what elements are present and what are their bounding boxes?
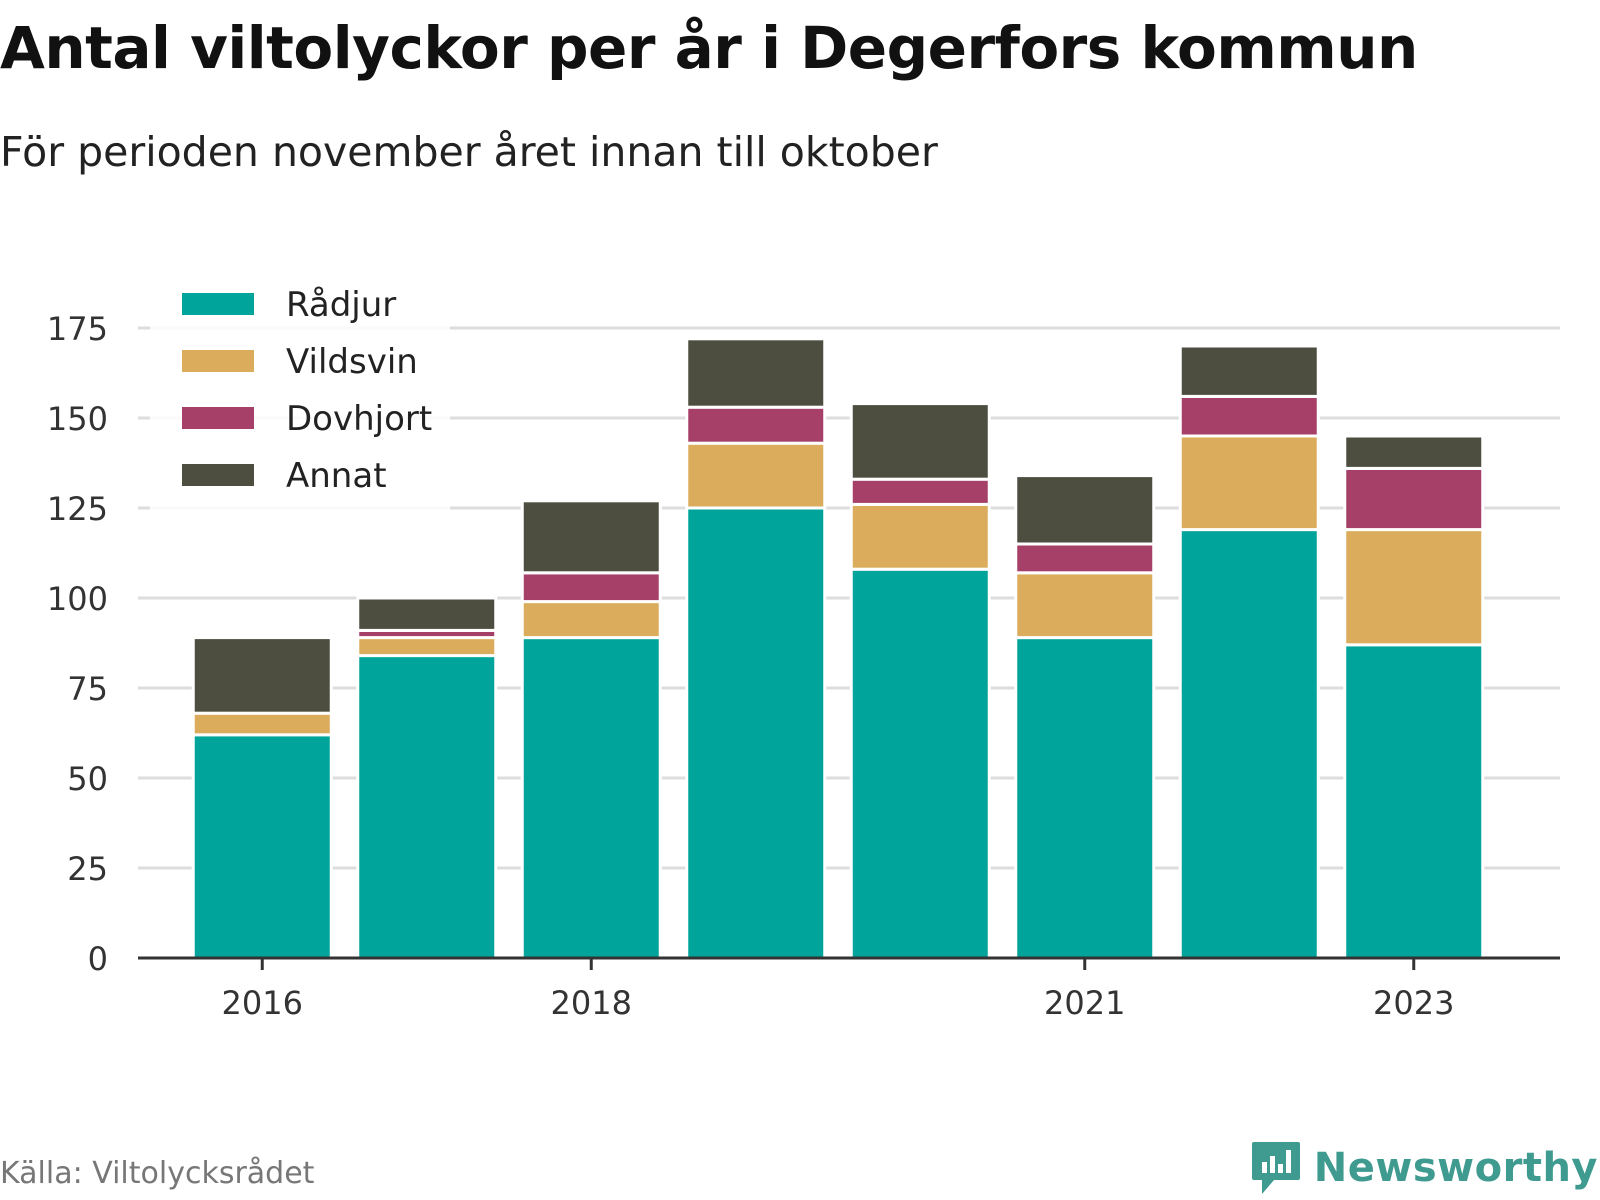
bar-segment [1178, 394, 1320, 438]
legend-label: Dovhjort [286, 399, 432, 439]
bar-segment [1178, 434, 1320, 532]
legend: Rådjur Vildsvin Dovhjort Annat [150, 272, 450, 512]
bar-segment [1014, 571, 1156, 640]
bar-segment [1178, 528, 1320, 960]
bar-segment [520, 499, 662, 575]
bar-segment [849, 477, 991, 506]
x-tick-label: 2023 [1373, 984, 1454, 1022]
bar-segment [685, 405, 827, 445]
bar-segment [520, 571, 662, 604]
newsworthy-logo-icon [1251, 1142, 1300, 1194]
bar-segment [685, 506, 827, 960]
bar-segment [685, 337, 827, 409]
bar-segment [191, 733, 333, 960]
y-tick-label: 0 [88, 940, 108, 978]
bar-segment [191, 636, 333, 715]
bar-segment [1343, 434, 1485, 470]
y-tick-label: 50 [67, 760, 108, 798]
legend-swatch [182, 407, 254, 429]
chart-subtitle: För perioden november året innan till ok… [0, 128, 938, 176]
bar-segment [520, 600, 662, 640]
y-tick-label: 75 [67, 670, 108, 708]
legend-label: Annat [286, 456, 387, 496]
bar-segment [1014, 636, 1156, 960]
axes: 0 25 50 75 100 125 150 175 2016 2018 2021 2023 [47, 310, 1560, 1022]
legend-swatch [182, 293, 254, 315]
source-note: Källa: Viltolycksrådet [0, 1156, 315, 1191]
x-tick-label: 2018 [551, 984, 632, 1022]
bar-segment [685, 441, 827, 510]
bar-segment [1014, 542, 1156, 575]
bars [191, 337, 1485, 960]
bar-segment [1014, 474, 1156, 546]
y-tick-label: 150 [47, 400, 108, 438]
bar-segment [849, 502, 991, 571]
x-tick-label: 2016 [222, 984, 303, 1022]
bar-segment [520, 636, 662, 960]
legend-label: Vildsvin [286, 342, 418, 382]
bar-segment [356, 596, 498, 632]
bar-segment [1343, 528, 1485, 647]
stacked-bar-chart: 0 25 50 75 100 125 150 175 2016 2018 2021 2023 Rådj… [46, 272, 1560, 1022]
chart-title: Antal viltolyckor per år i Degerfors kom… [0, 14, 1418, 82]
y-tick-label: 175 [47, 310, 108, 348]
bar-segment [1343, 643, 1485, 960]
bar-segment [191, 711, 333, 737]
legend-swatch [182, 350, 254, 372]
x-tick-label: 2021 [1044, 984, 1125, 1022]
bar-segment [1343, 466, 1485, 532]
bar-segment [849, 567, 991, 960]
bar-segment [356, 654, 498, 960]
bar-segment [1178, 344, 1320, 398]
brand-name: Newsworthy [1313, 1145, 1598, 1191]
legend-swatch [182, 464, 254, 486]
brand-logo: Newsworthy [1250, 1140, 1598, 1196]
bar-segment [356, 636, 498, 658]
y-tick-label: 100 [47, 580, 108, 618]
y-tick-label: 25 [67, 850, 108, 888]
bar-segment [849, 402, 991, 481]
y-tick-label: 125 [47, 490, 108, 528]
legend-label: Rådjur [286, 285, 396, 325]
